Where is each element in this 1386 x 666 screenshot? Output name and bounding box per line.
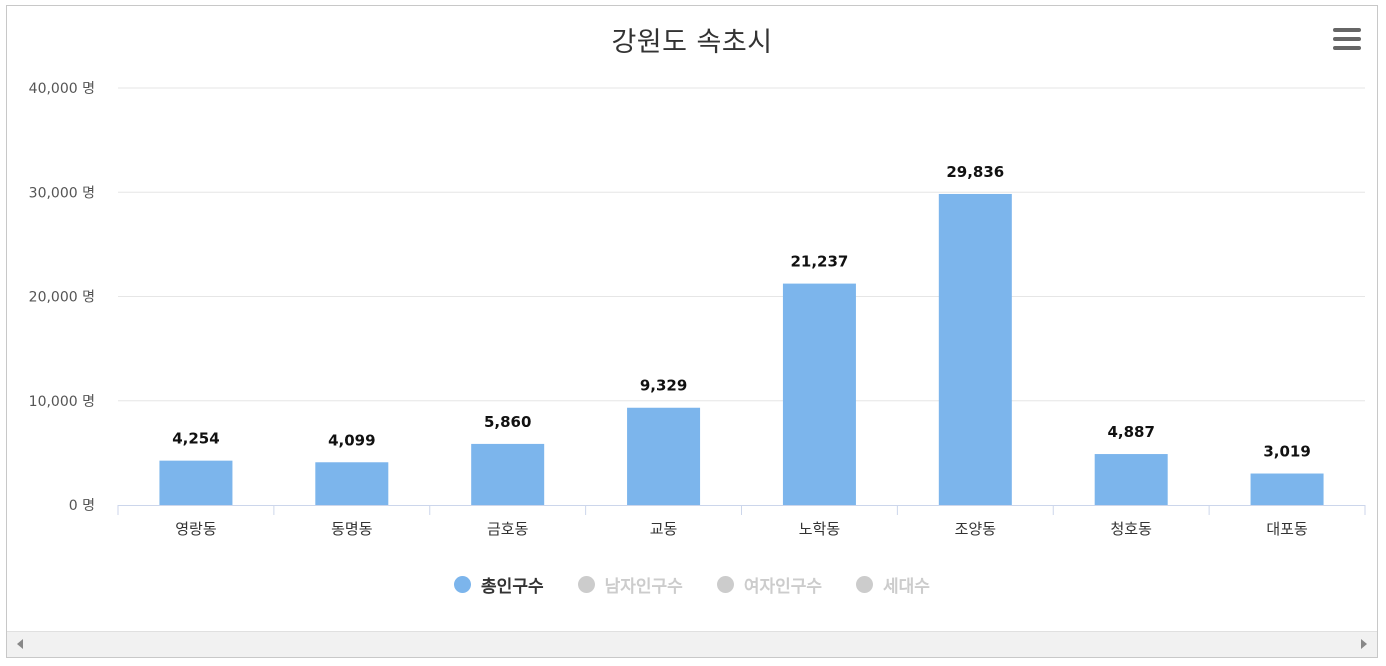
y-tick-label: 10,000 명 xyxy=(29,394,95,410)
x-tick-label: 조양동 xyxy=(955,520,997,538)
x-tick-label: 금호동 xyxy=(487,520,529,538)
scroll-left-arrow-icon[interactable] xyxy=(17,639,23,649)
x-tick-label: 대포동 xyxy=(1266,520,1308,538)
y-tick-label: 0 명 xyxy=(69,498,95,514)
bar[interactable] xyxy=(627,407,701,505)
data-label: 4,887 xyxy=(1107,423,1154,441)
x-tick-label: 청호동 xyxy=(1110,520,1152,538)
chart-title: 강원도 속초시 xyxy=(611,27,773,58)
data-label: 4,254 xyxy=(172,430,219,448)
data-label: 29,836 xyxy=(946,163,1004,181)
data-label: 4,099 xyxy=(328,431,375,449)
legend-label: 총인구수 xyxy=(481,577,544,597)
horizontal-scrollbar[interactable] xyxy=(7,631,1377,657)
legend-label: 남자인구수 xyxy=(604,577,683,597)
chart-container: 강원도 속초시 0 명 10,000 명 20,000 명 30,000 명 40,00… xyxy=(6,5,1378,658)
legend-marker-icon xyxy=(454,576,472,593)
bar[interactable] xyxy=(938,193,1012,505)
bar[interactable] xyxy=(1094,454,1168,505)
bar[interactable] xyxy=(782,283,856,505)
chart-legend: 총인구수 남자인구수 여자인구수 세대수 xyxy=(7,572,1377,597)
legend-item[interactable]: 총인구수 xyxy=(454,572,544,597)
bar[interactable] xyxy=(1250,473,1324,505)
x-tick-label: 노학동 xyxy=(799,520,841,538)
y-tick-label: 20,000 명 xyxy=(29,290,95,306)
bar[interactable] xyxy=(159,460,233,505)
x-tick-label: 영랑동 xyxy=(175,520,217,538)
bar[interactable] xyxy=(471,443,545,505)
data-label: 3,019 xyxy=(1263,443,1310,461)
hamburger-menu-icon[interactable] xyxy=(1333,28,1361,52)
bar[interactable] xyxy=(315,462,389,505)
chart-plot-area: 0 명 10,000 명 20,000 명 30,000 명 40,000 명 4,254… xyxy=(29,81,1366,538)
legend-label: 세대수 xyxy=(883,577,930,597)
legend-item[interactable]: 여자인구수 xyxy=(716,572,823,597)
y-tick-label: 40,000 명 xyxy=(29,81,95,97)
scroll-right-arrow-icon[interactable] xyxy=(1361,639,1367,649)
legend-marker-icon xyxy=(716,576,734,593)
data-label: 21,237 xyxy=(790,253,848,271)
data-label: 5,860 xyxy=(484,413,531,431)
legend-item[interactable]: 남자인구수 xyxy=(577,572,683,597)
legend-marker-icon xyxy=(856,576,874,593)
legend-marker-icon xyxy=(577,576,595,593)
x-tick-label: 동명동 xyxy=(331,520,373,538)
legend-label: 여자인구수 xyxy=(743,577,823,597)
x-tick-label: 교동 xyxy=(650,520,678,538)
legend-item[interactable]: 세대수 xyxy=(856,572,930,597)
data-label: 9,329 xyxy=(640,377,687,395)
y-tick-label: 30,000 명 xyxy=(29,185,95,201)
